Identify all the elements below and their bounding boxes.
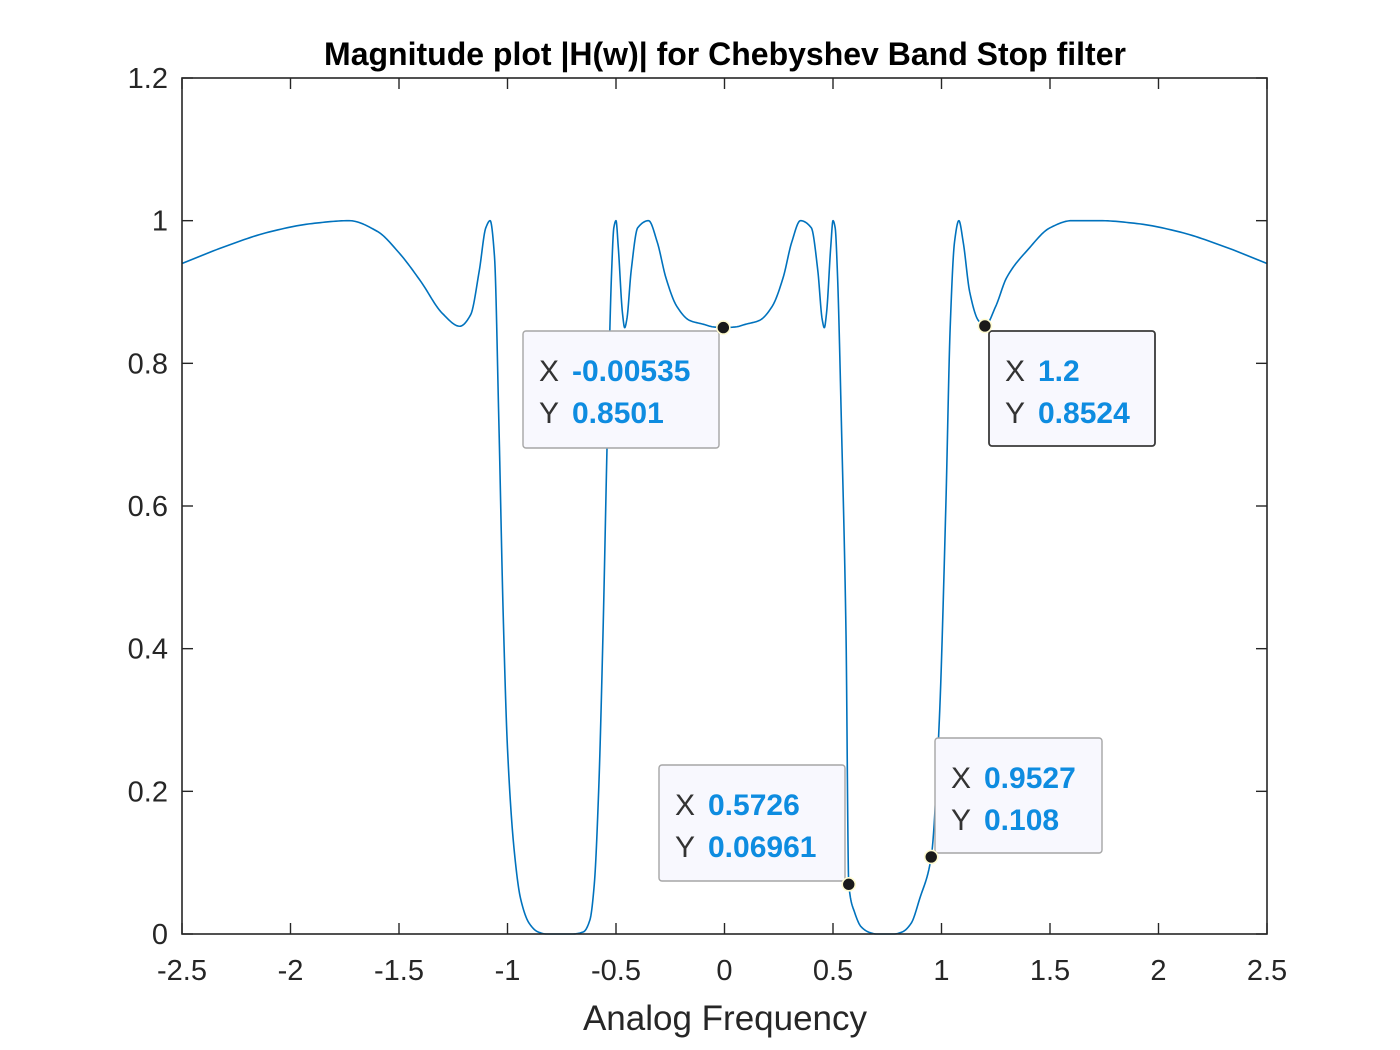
x-axis-label: Analog Frequency [583,999,868,1038]
y-tick-label: 0.4 [128,634,168,666]
x-tick-label: 1.5 [1030,955,1070,987]
y-tick-label: 1.2 [128,63,168,95]
x-tick-label: 2.5 [1247,955,1287,987]
datatip[interactable]: X 0.9527 Y 0.108 [923,737,1103,865]
tick-labels-group: -2.5 -2 -1.5 -1 -0.5 0 0.5 1 1.5 2 2.5 0 0.2 0.4 0.6 0.… [128,63,1287,987]
datatip-marker[interactable] [716,320,731,335]
datatip-marker[interactable] [923,849,939,865]
datatip-x-value: 1.2 [1038,355,1080,388]
datatips-group[interactable]: X -0.00535 Y 0.8501 X 1.2 Y 0.8524 X 0.5726 Y 0.069… [522,318,1156,892]
x-tick-label: -2.5 [157,955,207,987]
datatip-box[interactable] [658,764,846,882]
datatip-y-key: Y [675,831,695,864]
datatip-x-value: 0.5726 [708,789,800,822]
x-tick-label: -2 [278,955,304,987]
x-tick-label: 0 [716,955,732,987]
y-tick-label: 1 [152,206,168,238]
datatip-x-key: X [951,762,971,795]
x-tick-label: 1 [933,955,949,987]
datatip[interactable]: X 1.2 Y 0.8524 [977,318,1156,447]
datatip-y-key: Y [539,397,559,430]
datatip-x-key: X [675,789,695,822]
datatip-x-key: X [1005,355,1025,388]
x-tick-label: -0.5 [591,955,641,987]
ticks-group [181,77,1268,935]
datatip-y-key: Y [1005,397,1025,430]
datatip-y-key: Y [951,804,971,837]
x-tick-label: 0.5 [813,955,853,987]
datatip-y-value: 0.8501 [572,397,664,430]
datatip-x-value: 0.9527 [984,762,1076,795]
datatip-box[interactable] [522,330,720,449]
chart-title: Magnitude plot |H(w)| for Chebyshev Band… [324,36,1126,72]
y-tick-label: 0 [152,919,168,951]
datatip-marker[interactable] [977,318,993,334]
axes-box [181,77,1268,935]
datatip-y-value: 0.8524 [1038,397,1130,430]
y-tick-label: 0.8 [128,348,168,380]
x-tick-label: -1.5 [374,955,424,987]
datatip[interactable]: X -0.00535 Y 0.8501 [522,320,731,449]
datatip[interactable]: X 0.5726 Y 0.06961 [658,764,857,892]
y-tick-label: 0.2 [128,776,168,808]
datatip-x-key: X [539,355,559,388]
datatip-marker[interactable] [841,877,857,892]
datatip-y-value: 0.06961 [708,831,816,864]
datatip-x-value: -0.00535 [572,355,690,388]
y-tick-label: 0.6 [128,491,168,523]
datatip-y-value: 0.108 [984,804,1059,837]
axes[interactable]: -2.5 -2 -1.5 -1 -0.5 0 0.5 1 1.5 2 2.5 0 0.2 0.4 0.6 0.… [128,63,1287,987]
datatip-box[interactable] [988,330,1156,447]
datatip-box[interactable] [934,737,1103,854]
x-tick-label: -1 [495,955,521,987]
x-tick-label: 2 [1150,955,1166,987]
